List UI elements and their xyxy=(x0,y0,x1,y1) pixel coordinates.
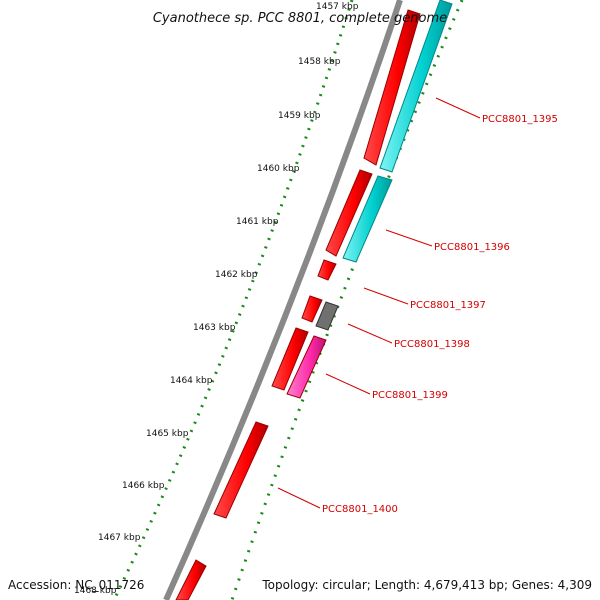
tick-label: 1467 kbp xyxy=(98,533,141,543)
leader-1400 xyxy=(277,487,321,509)
map-title: Cyanothece sp. PCC 8801, complete genome xyxy=(153,11,447,26)
tick-label: 1465 kbp xyxy=(146,429,189,439)
gene-label[interactable]: PCC8801_1398 xyxy=(394,339,470,350)
tick-labels: 1457 kbp 1458 kbp 1459 kbp 1460 kbp 1461… xyxy=(74,2,359,596)
gene-label[interactable]: PCC8801_1397 xyxy=(410,300,486,311)
gene-label[interactable]: PCC8801_1400 xyxy=(322,504,398,515)
gene-arrow-1396-cyan[interactable] xyxy=(342,175,393,263)
tick-label: 1457 kbp xyxy=(316,2,359,12)
tick-label: 1458 kbp xyxy=(298,57,341,67)
gene-arrow-1395[interactable] xyxy=(363,9,421,166)
gene-arrow-1398-a[interactable] xyxy=(301,295,323,323)
leader-1397 xyxy=(363,287,409,305)
tick-label: 1459 kbp xyxy=(278,111,321,121)
leader-1396 xyxy=(385,229,433,247)
tick-label: 1462 kbp xyxy=(215,270,258,280)
gene-label[interactable]: PCC8801_1395 xyxy=(482,114,558,125)
tick-label: 1460 kbp xyxy=(257,164,300,174)
leader-1398 xyxy=(347,323,393,344)
gene-arrow-1399[interactable] xyxy=(286,335,327,399)
tick-label: 1461 kbp xyxy=(236,217,279,227)
gene-label[interactable]: PCC8801_1399 xyxy=(372,390,448,401)
gene-arrow-1401[interactable] xyxy=(175,559,207,600)
leader-1399 xyxy=(325,373,371,395)
gene-label[interactable]: PCC8801_1396 xyxy=(434,242,510,253)
leader-1395 xyxy=(435,97,481,119)
gene-arrow-1396[interactable] xyxy=(325,169,373,257)
tick-label: 1468 kbp xyxy=(74,586,117,596)
tick-label: 1464 kbp xyxy=(170,376,213,386)
accession-text: Accession: NC_011726 xyxy=(8,578,145,592)
genome-backbone xyxy=(163,0,403,600)
tick-label: 1463 kbp xyxy=(193,323,236,333)
tick-label: 1466 kbp xyxy=(122,481,165,491)
gene-arrow-1400[interactable] xyxy=(213,421,269,519)
gene-arrow-1398[interactable] xyxy=(315,301,339,331)
gene-labels: PCC8801_1395 PCC8801_1396 PCC8801_1397 P… xyxy=(322,114,558,515)
gene-arrow-1395-cyan[interactable] xyxy=(379,0,453,173)
gene-arrow-1399-a[interactable] xyxy=(271,327,309,391)
gene-arrow-1397[interactable] xyxy=(317,259,337,281)
topology-text: Topology: circular; Length: 4,679,413 bp… xyxy=(262,578,592,592)
